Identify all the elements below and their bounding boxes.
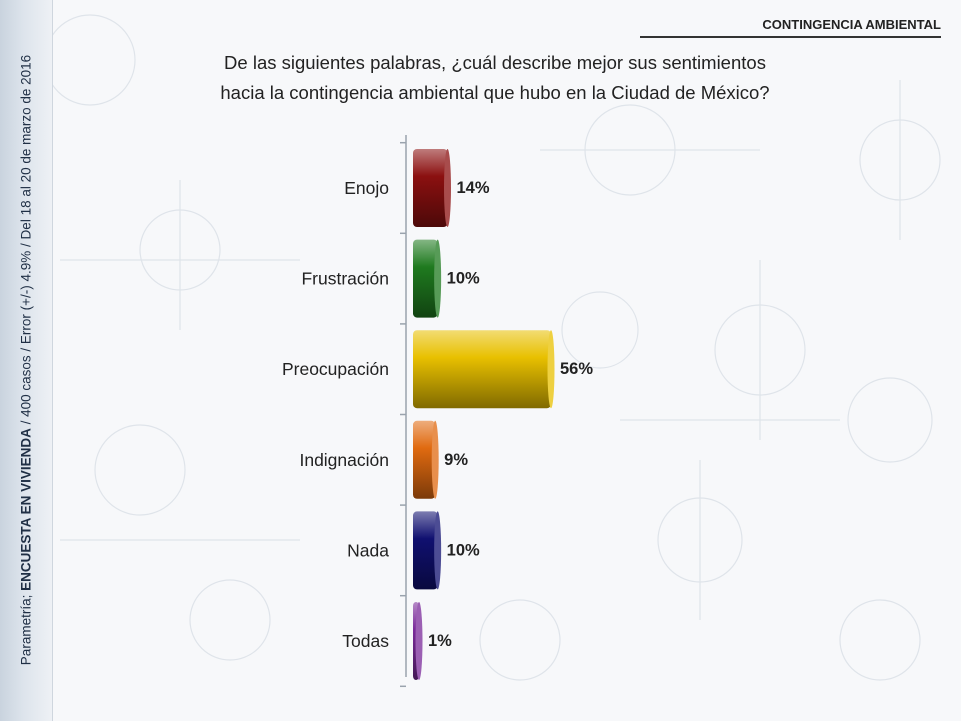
category-label: Todas [342, 631, 389, 651]
question-text: De las siguientes palabras, ¿cuál descri… [180, 48, 810, 108]
category-label: Indignación [299, 450, 389, 470]
value-label: 10% [447, 270, 480, 288]
bar-end-cap [434, 239, 442, 318]
bar-frustracion [413, 239, 438, 318]
value-label: 1% [428, 632, 452, 650]
section-title: CONTINGENCIA AMBIENTAL [762, 17, 941, 32]
value-label: 9% [444, 451, 468, 469]
bar-enojo [413, 149, 448, 227]
value-label: 10% [447, 541, 480, 559]
category-label: Enojo [344, 178, 389, 198]
left-strip: Parametría; ENCUESTA EN VIVIENDA / 400 c… [0, 0, 53, 721]
category-label: Frustración [301, 269, 389, 289]
bar-preocupacion [413, 330, 551, 409]
question-line-1: De las siguientes palabras, ¿cuál descri… [224, 52, 766, 73]
category-label: Preocupación [282, 359, 389, 379]
category-label: Nada [347, 540, 389, 560]
bar-indignacion [413, 420, 436, 499]
bar-end-cap [547, 330, 555, 409]
bar-end-cap [434, 511, 442, 590]
question-line-2: hacia la contingencia ambiental que hubo… [220, 82, 770, 103]
section-title-underline [640, 36, 941, 38]
bar-end-cap [444, 149, 451, 227]
bar-end-cap [431, 420, 439, 499]
value-label: 14% [457, 179, 490, 197]
bar-nada [413, 511, 438, 590]
value-label: 56% [560, 360, 593, 378]
bar-end-cap [415, 602, 423, 680]
